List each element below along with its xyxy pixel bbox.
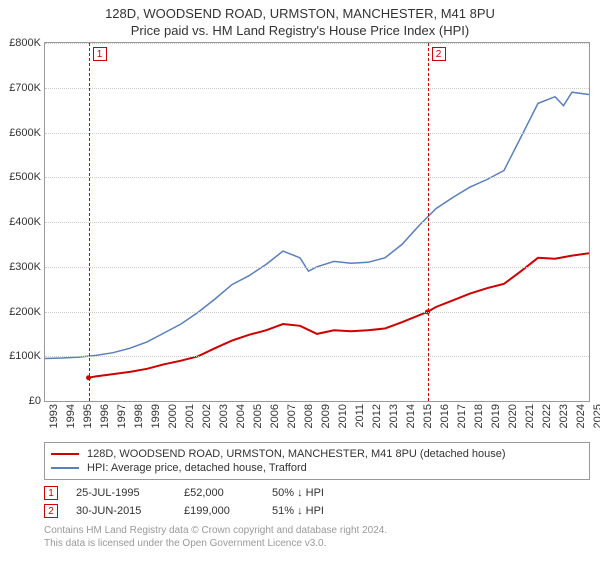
- y-tick-label: £800K: [9, 37, 45, 49]
- y-tick-label: £200K: [9, 306, 45, 318]
- x-tick-label: 2006: [269, 404, 281, 428]
- marker-table: 1 25-JUL-1995 £52,000 50% ↓ HPI 2 30-JUN…: [44, 484, 590, 520]
- x-tick-label: 2016: [439, 404, 451, 428]
- x-tick-label: 2009: [320, 404, 332, 428]
- x-tick-label: 2021: [524, 404, 536, 428]
- event-badge: 2: [432, 47, 446, 61]
- x-tick-label: 1995: [82, 404, 94, 428]
- x-tick-label: 1996: [99, 404, 111, 428]
- legend-label: 128D, WOODSEND ROAD, URMSTON, MANCHESTER…: [87, 448, 506, 460]
- gridline: [45, 43, 589, 44]
- x-tick-label: 2020: [507, 404, 519, 428]
- gridline: [45, 222, 589, 223]
- x-tick-label: 2008: [303, 404, 315, 428]
- x-tick-label: 1997: [116, 404, 128, 428]
- y-tick-label: £700K: [9, 82, 45, 94]
- marker-price: £52,000: [184, 487, 254, 499]
- x-tick-label: 1993: [48, 404, 60, 428]
- gridline: [45, 312, 589, 313]
- gridline: [45, 356, 589, 357]
- legend-swatch: [51, 453, 79, 455]
- x-tick-label: 2024: [575, 404, 587, 428]
- chart-title-address: 128D, WOODSEND ROAD, URMSTON, MANCHESTER…: [0, 6, 600, 21]
- x-tick-label: 2005: [252, 404, 264, 428]
- x-tick-label: 2014: [405, 404, 417, 428]
- x-tick-label: 1998: [133, 404, 145, 428]
- marker-pct: 51% ↓ HPI: [272, 505, 362, 517]
- x-tick-label: 2025: [592, 404, 600, 428]
- legend-row: HPI: Average price, detached house, Traf…: [51, 461, 583, 475]
- event-vline: [89, 43, 90, 401]
- y-tick-label: £100K: [9, 350, 45, 362]
- footer-line: Contains HM Land Registry data © Crown c…: [44, 524, 590, 537]
- marker-date: 30-JUN-2015: [76, 505, 166, 517]
- y-tick-label: £400K: [9, 216, 45, 228]
- x-tick-label: 1994: [65, 404, 77, 428]
- event-vline: [428, 43, 429, 401]
- marker-row: 2 30-JUN-2015 £199,000 51% ↓ HPI: [44, 502, 590, 520]
- y-tick-label: £0: [29, 395, 45, 407]
- x-tick-label: 2018: [473, 404, 485, 428]
- marker-badge: 2: [44, 504, 58, 518]
- x-tick-label: 2007: [286, 404, 298, 428]
- x-tick-label: 2013: [388, 404, 400, 428]
- gridline: [45, 88, 589, 89]
- chart-title-sub: Price paid vs. HM Land Registry's House …: [0, 23, 600, 38]
- x-tick-label: 2004: [235, 404, 247, 428]
- x-tick-label: 2012: [371, 404, 383, 428]
- gridline: [45, 177, 589, 178]
- x-tick-label: 1999: [150, 404, 162, 428]
- x-tick-label: 2015: [422, 404, 434, 428]
- footer-line: This data is licensed under the Open Gov…: [44, 537, 590, 550]
- footer-attribution: Contains HM Land Registry data © Crown c…: [44, 524, 590, 550]
- marker-row: 1 25-JUL-1995 £52,000 50% ↓ HPI: [44, 484, 590, 502]
- event-badge: 1: [93, 47, 107, 61]
- x-tick-label: 2019: [490, 404, 502, 428]
- legend-box: 128D, WOODSEND ROAD, URMSTON, MANCHESTER…: [44, 442, 590, 480]
- x-tick-label: 2001: [184, 404, 196, 428]
- marker-badge: 1: [44, 486, 58, 500]
- x-tick-label: 2000: [167, 404, 179, 428]
- legend-swatch: [51, 467, 79, 469]
- marker-price: £199,000: [184, 505, 254, 517]
- x-tick-label: 2022: [541, 404, 553, 428]
- x-tick-label: 2010: [337, 404, 349, 428]
- x-tick-label: 2011: [354, 404, 366, 428]
- x-tick-label: 2003: [218, 404, 230, 428]
- marker-date: 25-JUL-1995: [76, 487, 166, 499]
- gridline: [45, 267, 589, 268]
- legend-row: 128D, WOODSEND ROAD, URMSTON, MANCHESTER…: [51, 447, 583, 461]
- marker-pct: 50% ↓ HPI: [272, 487, 362, 499]
- chart-plot-area: £0£100K£200K£300K£400K£500K£600K£700K£80…: [44, 42, 590, 402]
- x-tick-label: 2023: [558, 404, 570, 428]
- gridline: [45, 133, 589, 134]
- series-line: [89, 253, 590, 377]
- x-tick-label: 2017: [456, 404, 468, 428]
- x-axis-labels: 1993 1994 1995 1996 1997 1998 1999 2000 2001 2002…: [44, 402, 590, 436]
- y-tick-label: £300K: [9, 261, 45, 273]
- legend-label: HPI: Average price, detached house, Traf…: [87, 462, 307, 474]
- y-tick-label: £600K: [9, 127, 45, 139]
- y-tick-label: £500K: [9, 171, 45, 183]
- x-tick-label: 2002: [201, 404, 213, 428]
